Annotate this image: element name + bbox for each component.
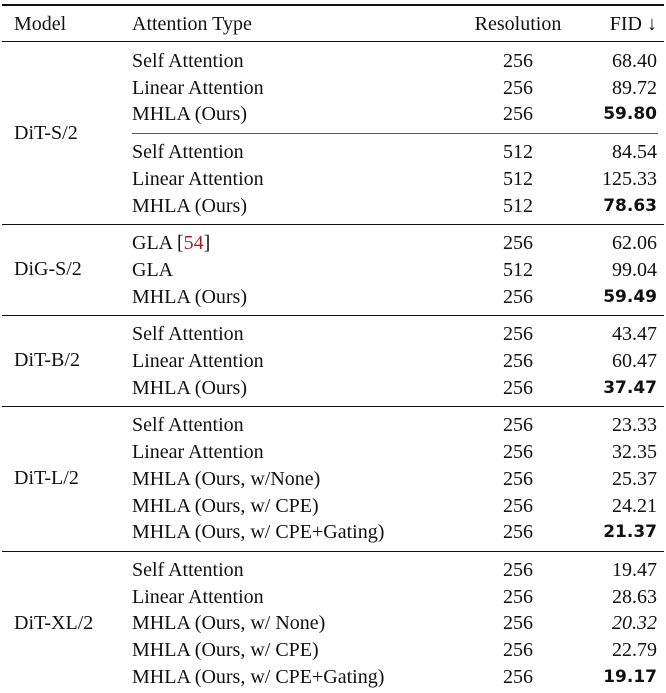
header-rule bbox=[2, 41, 664, 42]
fid-cell: 89.72 bbox=[612, 76, 657, 99]
attention-type-cell: Self Attention bbox=[132, 323, 244, 346]
attention-label: GLA [ bbox=[132, 232, 184, 255]
fid-cell: 19.47 bbox=[612, 558, 657, 581]
resolution-cell: 256 bbox=[503, 585, 533, 608]
model-cell: DiT-L/2 bbox=[14, 467, 79, 490]
group-rule bbox=[2, 315, 664, 317]
attention-type-cell: MHLA (Ours) bbox=[132, 376, 247, 399]
attention-type-cell: MHLA (Ours, w/ CPE) bbox=[132, 494, 319, 517]
fid-cell: 125.33 bbox=[602, 167, 657, 190]
model-cell: DiT-B/2 bbox=[14, 349, 80, 372]
top-rule bbox=[2, 4, 664, 6]
fid-cell: 19.17 bbox=[603, 666, 657, 687]
fid-cell: 24.21 bbox=[612, 494, 657, 517]
attention-type-cell: Linear Attention bbox=[132, 585, 264, 608]
fid-cell: 32.35 bbox=[612, 441, 657, 464]
fid-cell: 37.47 bbox=[603, 377, 657, 398]
resolution-cell: 256 bbox=[503, 467, 533, 490]
fid-cell: 28.63 bbox=[612, 585, 657, 608]
attention-type-cell: MHLA (Ours) bbox=[132, 103, 247, 126]
resolution-cell: 256 bbox=[503, 558, 533, 581]
header-attention-type: Attention Type bbox=[132, 13, 252, 35]
resolution-cell: 512 bbox=[503, 194, 533, 217]
fid-cell: 23.33 bbox=[612, 414, 657, 437]
attention-type-cell: Linear Attention bbox=[132, 76, 264, 99]
fid-cell: 21.37 bbox=[603, 522, 657, 543]
resolution-cell: 256 bbox=[503, 612, 533, 635]
citation-link[interactable]: 54 bbox=[183, 232, 204, 255]
fid-cell: 20.32 bbox=[612, 612, 657, 635]
fid-cell: 99.04 bbox=[612, 258, 657, 281]
attention-type-cell: MHLA (Ours, w/ CPE+Gating) bbox=[132, 665, 385, 688]
resolution-cell: 256 bbox=[503, 103, 533, 126]
resolution-cell: 256 bbox=[503, 494, 533, 517]
attention-type-cell: Linear Attention bbox=[132, 167, 264, 190]
attention-type-cell: MHLA (Ours, w/ None) bbox=[132, 612, 326, 635]
fid-cell: 59.80 bbox=[603, 104, 657, 125]
resolution-cell: 256 bbox=[503, 414, 533, 437]
resolution-cell: 256 bbox=[503, 665, 533, 688]
citation-bracket: ] bbox=[203, 232, 211, 255]
resolution-cell: 256 bbox=[503, 521, 533, 544]
group-rule bbox=[2, 406, 664, 408]
group-rule bbox=[2, 224, 664, 226]
attention-type-cell: GLA bbox=[132, 258, 174, 281]
attention-type-cell: MHLA (Ours) bbox=[132, 285, 247, 308]
attention-type-cell: Linear Attention bbox=[132, 441, 264, 464]
fid-cell: 78.63 bbox=[603, 195, 657, 216]
fid-cell: 62.06 bbox=[612, 232, 657, 255]
resolution-cell: 512 bbox=[503, 167, 533, 190]
resolution-cell: 512 bbox=[503, 141, 533, 164]
model-cell: DiT-XL/2 bbox=[14, 611, 94, 634]
model-cell: DiG-S/2 bbox=[14, 258, 82, 281]
header-model: Model bbox=[14, 13, 67, 35]
attention-type-cell: Linear Attention bbox=[132, 350, 264, 372]
resolution-cell: 256 bbox=[503, 323, 533, 346]
resolution-cell: 256 bbox=[503, 639, 533, 661]
attention-type-cell: MHLA (Ours) bbox=[132, 194, 247, 217]
attention-type-cell: Self Attention bbox=[132, 50, 244, 72]
resolution-cell: 256 bbox=[503, 50, 533, 72]
fid-cell: 68.40 bbox=[612, 50, 657, 72]
attention-type-cell: Self Attention bbox=[132, 558, 244, 581]
attention-type-cell: MHLA (Ours, w/ CPE+Gating) bbox=[132, 521, 385, 544]
subgroup-rule bbox=[132, 133, 658, 135]
attention-type-cell: MHLA (Ours, w/None) bbox=[132, 467, 321, 490]
attention-type-cell: MHLA (Ours, w/ CPE) bbox=[132, 639, 319, 661]
header-resolution: Resolution bbox=[474, 13, 562, 35]
resolution-cell: 256 bbox=[503, 350, 533, 372]
resolution-cell: 256 bbox=[503, 285, 533, 308]
resolution-cell: 256 bbox=[503, 376, 533, 399]
attention-type-cell: Self Attention bbox=[132, 414, 244, 437]
model-cell: DiT-S/2 bbox=[14, 121, 78, 144]
header-fid: FID ↓ bbox=[609, 13, 657, 35]
attention-type-cell: Self Attention bbox=[132, 141, 244, 164]
fid-cell: 84.54 bbox=[612, 141, 657, 164]
resolution-cell: 256 bbox=[503, 441, 533, 464]
fid-cell: 25.37 bbox=[612, 467, 657, 490]
fid-cell: 60.47 bbox=[612, 350, 657, 372]
fid-cell: 43.47 bbox=[612, 323, 657, 346]
fid-cell: 22.79 bbox=[612, 639, 657, 661]
fid-cell: 59.49 bbox=[603, 286, 657, 307]
resolution-cell: 512 bbox=[503, 258, 533, 281]
group-rule bbox=[2, 550, 664, 552]
resolution-cell: 256 bbox=[503, 232, 533, 255]
attention-type-cell: GLA [54] bbox=[132, 230, 210, 256]
resolution-cell: 256 bbox=[503, 76, 533, 99]
